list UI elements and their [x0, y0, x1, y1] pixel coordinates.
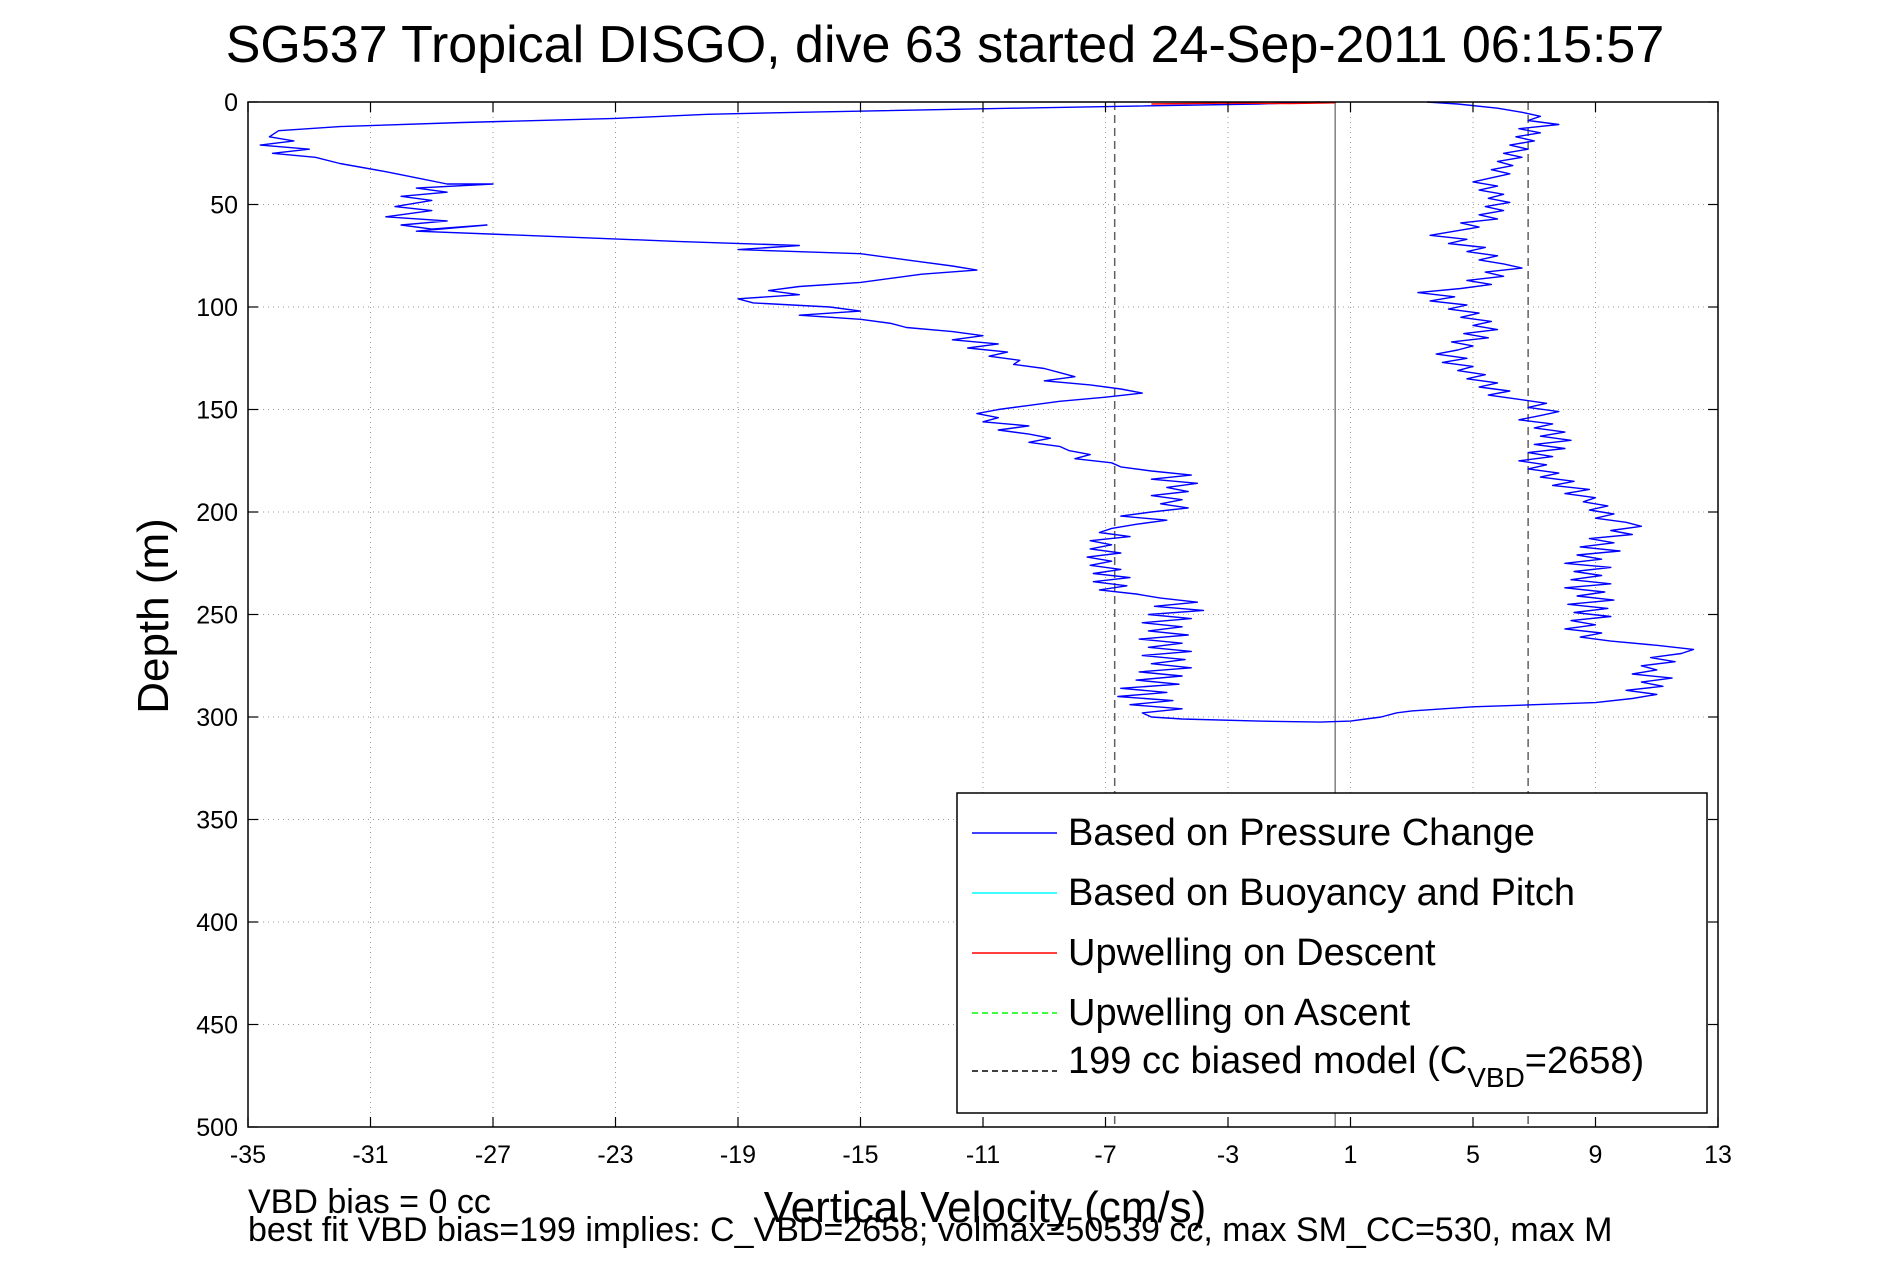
- legend-label-model-sub: VBD: [1467, 1062, 1525, 1093]
- x-tick-label: -11: [966, 1141, 1000, 1169]
- x-tick-label: -23: [597, 1141, 633, 1169]
- x-tick-label: -7: [1094, 1141, 1116, 1169]
- x-tick-labels: -35 -31 -27 -23 -19 -15 -11 -7 -3 1 5 9 13: [230, 102, 1732, 1169]
- x-tick-label: 13: [1704, 1141, 1732, 1169]
- footer-vbd-bias: VBD bias = 0 cc: [248, 1183, 491, 1221]
- x-tick-label: -19: [720, 1141, 756, 1169]
- y-tick-label: 150: [196, 397, 238, 425]
- y-tick-label: 200: [196, 499, 238, 527]
- series-line-upwelling-on-descent: [1151, 102, 1336, 105]
- series-layer: [259, 101, 1695, 723]
- legend-label-pressure: Based on Pressure Change: [1068, 812, 1535, 854]
- legend-label-model: 199 cc biased model (CVBD=2658): [1068, 1040, 1644, 1093]
- legend-label-buoyancy: Based on Buoyancy and Pitch: [1068, 872, 1575, 914]
- legend-label-ascent: Upwelling on Ascent: [1068, 992, 1411, 1034]
- y-tick-label: 350: [196, 807, 238, 835]
- x-axis-label: Vertical Velocity (cm/s): [764, 1183, 1207, 1232]
- y-tick-label: 250: [196, 602, 238, 630]
- x-tick-label: -3: [1217, 1141, 1239, 1169]
- x-tick-label: -27: [475, 1141, 511, 1169]
- y-tick-label: 50: [210, 192, 238, 220]
- x-tick-label: 1: [1344, 1141, 1358, 1169]
- y-tick-label: 500: [196, 1114, 238, 1142]
- footer-best-fit: best fit VBD bias=199 implies: C_VBD=265…: [248, 1211, 1613, 1249]
- y-tick-label: 400: [196, 909, 238, 937]
- legend-label-model-suffix: =2658): [1525, 1040, 1644, 1082]
- y-tick-labels: 0 50 100 150 200 250 300 350 400 450 500: [196, 89, 1718, 1142]
- chart-title: SG537 Tropical DISGO, dive 63 started 24…: [226, 16, 1665, 74]
- series-line-based-on-pressure-change: [259, 101, 1695, 723]
- y-tick-label: 300: [196, 704, 238, 732]
- legend-box: [956, 792, 1708, 1114]
- legend-label-model-prefix: 199 cc biased model (C: [1068, 1040, 1467, 1082]
- x-tick-label: 9: [1589, 1141, 1603, 1169]
- x-tick-label: -15: [842, 1141, 878, 1169]
- legend: Based on Pressure Change Based on Buoyan…: [956, 792, 1708, 1114]
- x-tick-label: -31: [352, 1141, 388, 1169]
- x-tick-label: 5: [1466, 1141, 1480, 1169]
- y-tick-label: 450: [196, 1012, 238, 1040]
- x-tick-label: -35: [230, 1141, 266, 1169]
- y-tick-label: 100: [196, 294, 238, 322]
- y-tick-label: 0: [224, 89, 238, 117]
- y-axis-label: Depth (m): [129, 518, 178, 714]
- legend-label-descent: Upwelling on Descent: [1068, 932, 1436, 974]
